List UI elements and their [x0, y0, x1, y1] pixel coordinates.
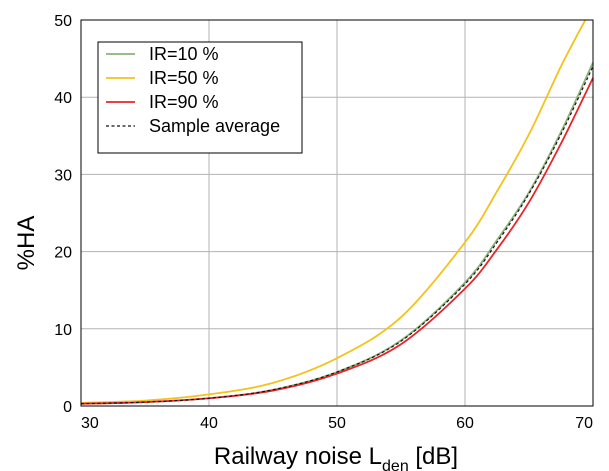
- series-line-ir-50: [80, 19, 587, 404]
- series-line-sample-average: [80, 66, 594, 405]
- y-tick-label: 20: [54, 245, 72, 262]
- series-lines: [80, 19, 594, 405]
- legend-label: IR=50 %: [149, 68, 219, 88]
- y-tick-label: 40: [54, 90, 72, 107]
- series-line-ir-90: [80, 77, 594, 405]
- plot-area-frame: [80, 19, 594, 407]
- x-tick-label: 70: [575, 415, 593, 432]
- legend-label: IR=10 %: [149, 44, 219, 64]
- x-axis-label-subscript: den: [382, 458, 409, 471]
- x-tick-label: 30: [81, 415, 99, 432]
- y-axis-label: %HA: [13, 216, 40, 271]
- y-tick-label: 50: [54, 13, 72, 30]
- x-tick-label: 40: [200, 415, 218, 432]
- legend-label: IR=90 %: [149, 92, 219, 112]
- x-axis-label: Railway noise Lden [dB]: [214, 443, 458, 471]
- legend-box: [97, 41, 303, 154]
- tick-labels: 30 40 50 60 70 0 10 20 30 40 50: [54, 13, 593, 432]
- y-tick-label: 10: [54, 322, 72, 339]
- legend-label: Sample average: [149, 116, 280, 136]
- y-tick-label: 0: [63, 399, 72, 416]
- y-tick-label: 30: [54, 167, 72, 184]
- x-axis-label-main: Railway noise L: [214, 443, 382, 470]
- legend: IR=10 % IR=50 % IR=90 % Sample average: [97, 41, 303, 154]
- x-tick-label: 60: [456, 415, 474, 432]
- x-axis-label-unit: [dB]: [409, 443, 458, 470]
- x-tick-label: 50: [328, 415, 346, 432]
